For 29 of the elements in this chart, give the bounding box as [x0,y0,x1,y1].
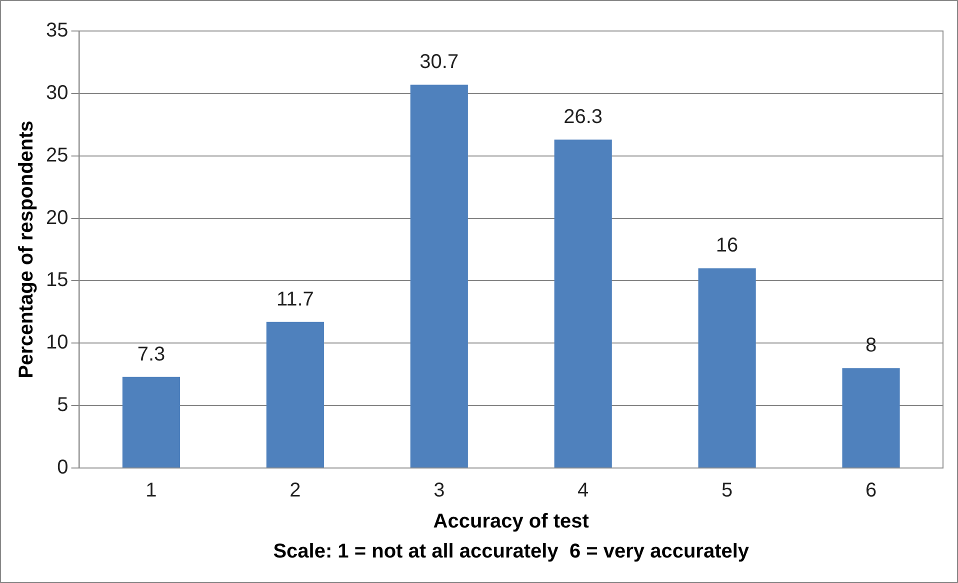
x-tick-label: 1 [146,480,157,502]
y-tick-label: 10 [46,332,68,354]
x-tick-label: 5 [722,480,733,502]
bar [410,84,468,468]
y-tick-label: 25 [46,144,68,166]
bar [554,140,612,468]
data-label: 8 [865,334,877,357]
y-axis-title: Percentage of respondents [16,120,38,378]
data-label: 7.3 [137,343,166,366]
y-tick-label: 0 [57,456,68,479]
x-tick-label: 3 [434,480,445,502]
y-tick-label: 5 [57,394,68,416]
x-axis-title: Accuracy of test [433,510,590,533]
text: Scale: 1 = not at all accurately 6 = very accurately [273,540,750,563]
y-tick-label: 20 [46,206,68,229]
y-tick-label: 30 [46,82,68,104]
bar [842,368,900,468]
bar [266,322,324,468]
bar [698,268,756,468]
data-label: 30.7 [420,51,459,74]
y-tick-label: 15 [46,269,68,292]
data-label: 16 [716,234,738,257]
x-tick-label: 4 [578,480,589,502]
data-label: 26.3 [564,106,603,128]
x-tick-label: 2 [290,480,301,502]
data-label: 11.7 [276,288,314,310]
x-tick-label: 6 [865,480,877,502]
bar [122,376,180,468]
y-tick-label: 35 [46,20,68,42]
